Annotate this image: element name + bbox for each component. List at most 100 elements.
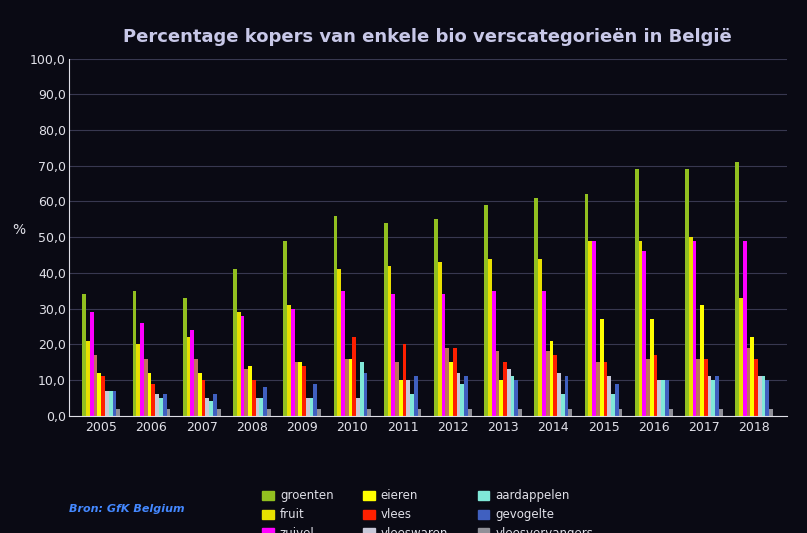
Bar (86, 341, 90, 416)
Bar (561, 394, 565, 416)
Bar (445, 348, 449, 416)
Bar (283, 241, 287, 416)
Bar (384, 223, 387, 416)
Bar (546, 351, 550, 416)
Bar (267, 409, 271, 416)
Bar (658, 380, 661, 416)
Bar (249, 366, 252, 416)
Bar (240, 316, 245, 416)
Bar (607, 376, 611, 416)
Text: Bron: GfK Belgium: Bron: GfK Belgium (69, 504, 184, 514)
Bar (353, 337, 356, 416)
Bar (619, 409, 622, 416)
Bar (604, 362, 607, 416)
Bar (769, 409, 773, 416)
Bar (650, 319, 654, 416)
Bar (183, 298, 186, 416)
Bar (109, 391, 112, 416)
Bar (236, 312, 240, 416)
Bar (217, 409, 220, 416)
Bar (287, 305, 291, 416)
Bar (299, 362, 302, 416)
Bar (665, 380, 669, 416)
Bar (349, 359, 353, 416)
Bar (669, 409, 672, 416)
Bar (82, 294, 86, 416)
Bar (735, 162, 739, 416)
Bar (565, 376, 568, 416)
Bar (584, 195, 588, 416)
Bar (313, 384, 317, 416)
Bar (692, 241, 696, 416)
Bar (364, 373, 367, 416)
Bar (611, 394, 615, 416)
Bar (755, 359, 758, 416)
Bar (495, 351, 500, 416)
Bar (758, 376, 762, 416)
Bar (317, 409, 321, 416)
Bar (468, 409, 471, 416)
Bar (708, 376, 712, 416)
Bar (685, 169, 689, 416)
Bar (696, 359, 700, 416)
Bar (202, 380, 206, 416)
Bar (635, 169, 638, 416)
Bar (206, 398, 209, 416)
Bar (518, 409, 522, 416)
Bar (484, 205, 488, 416)
Bar (116, 409, 120, 416)
Bar (213, 394, 217, 416)
Bar (654, 355, 658, 416)
Bar (105, 391, 109, 416)
Bar (739, 298, 743, 416)
Bar (464, 376, 468, 416)
Bar (337, 269, 341, 416)
Bar (542, 290, 546, 416)
Bar (596, 362, 600, 416)
Bar (395, 362, 399, 416)
Bar (449, 362, 453, 416)
Bar (90, 312, 94, 416)
Bar (588, 241, 592, 416)
Bar (256, 398, 260, 416)
Bar (302, 366, 306, 416)
Bar (391, 294, 395, 416)
Bar (507, 369, 511, 416)
Bar (592, 241, 596, 416)
Bar (198, 373, 202, 416)
Title: Percentage kopers van enkele bio verscategorieën in België: Percentage kopers van enkele bio verscat… (123, 28, 732, 46)
Bar (719, 409, 723, 416)
Bar (418, 409, 421, 416)
Bar (715, 376, 719, 416)
Bar (700, 305, 704, 416)
Bar (260, 398, 263, 416)
Y-axis label: %: % (12, 223, 25, 237)
Bar (367, 409, 371, 416)
Bar (360, 362, 364, 416)
Bar (500, 380, 503, 416)
Bar (263, 387, 267, 416)
Bar (503, 362, 507, 416)
Bar (98, 373, 101, 416)
Bar (356, 398, 360, 416)
Bar (252, 380, 256, 416)
Bar (399, 380, 403, 416)
Bar (159, 398, 163, 416)
Bar (751, 337, 755, 416)
Bar (306, 398, 310, 416)
Bar (407, 380, 410, 416)
Bar (414, 376, 418, 416)
Bar (163, 394, 166, 416)
Bar (94, 355, 98, 416)
Bar (488, 259, 491, 416)
Bar (554, 355, 557, 416)
Bar (746, 348, 751, 416)
Bar (148, 373, 152, 416)
Bar (387, 266, 391, 416)
Bar (333, 216, 337, 416)
Bar (453, 348, 457, 416)
Bar (550, 341, 554, 416)
Bar (410, 394, 414, 416)
Bar (345, 359, 349, 416)
Bar (155, 394, 159, 416)
